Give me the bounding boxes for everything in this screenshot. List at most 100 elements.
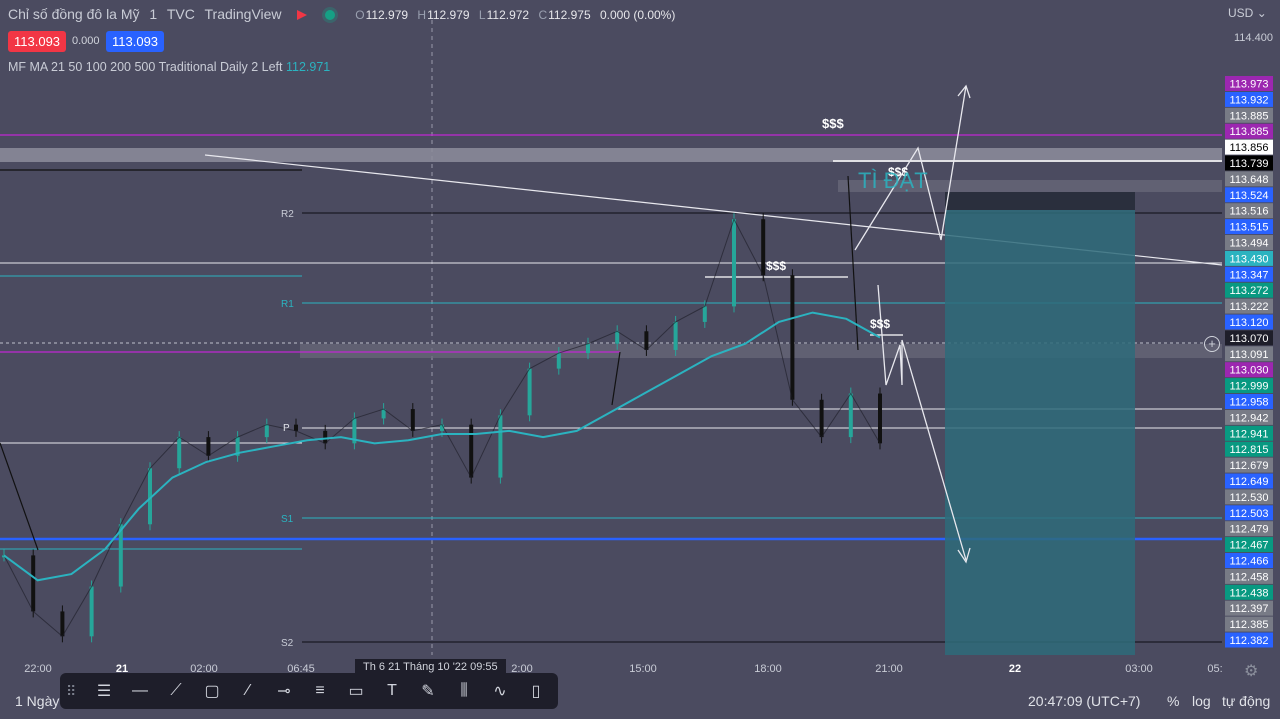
- percent-toggle[interactable]: %: [1167, 693, 1180, 709]
- trendline-icon[interactable]: ⁄: [246, 682, 250, 699]
- price-level-label: 112.530: [1230, 492, 1269, 504]
- currency-selector[interactable]: USD ⌄: [1228, 6, 1267, 20]
- price-level-badge: [1225, 314, 1273, 330]
- auto-toggle[interactable]: tự động: [1222, 693, 1271, 709]
- path-icon[interactable]: ⟋: [170, 682, 182, 699]
- time-tick-label: 05:: [1207, 663, 1222, 675]
- price-level-label: 112.503: [1230, 508, 1269, 520]
- multi-line-icon[interactable]: ☰: [96, 683, 112, 700]
- drawings-layer: [0, 20, 1223, 655]
- price-level-label: 113.856: [1230, 142, 1269, 154]
- horizontal-ray-icon[interactable]: ⊸: [277, 683, 291, 700]
- candle: [264, 424, 269, 438]
- pivot-s2: S2: [281, 638, 294, 649]
- time-tick-label: 21:00: [875, 663, 903, 675]
- ohlc-readout: O112.979 H112.979 L112.972 C112.975 0.00…: [355, 8, 676, 22]
- candle: [177, 437, 182, 469]
- price-level-label: 113.885: [1230, 126, 1269, 138]
- gear-icon[interactable]: ⚙: [1244, 663, 1259, 680]
- candle: [60, 611, 65, 637]
- candle: [89, 586, 94, 637]
- comment-icon[interactable]: ▯: [531, 683, 541, 700]
- time-tick-label: 15:00: [629, 663, 657, 675]
- price-level-label: 113.515: [1230, 222, 1269, 234]
- candle: [440, 424, 444, 431]
- price-level-badge: [1225, 250, 1273, 266]
- price-level-label: 113.973: [1230, 79, 1269, 91]
- candle: [761, 219, 766, 276]
- price-level-badge: [1225, 425, 1273, 441]
- time-tick-label: 22: [1009, 663, 1021, 675]
- sss-label-4: $$$: [870, 317, 890, 331]
- price-level-label: 112.382: [1230, 635, 1269, 647]
- long-short-icon[interactable]: ⫼: [460, 682, 468, 699]
- symbol-title[interactable]: Chỉ số đồng đô la Mỹ: [8, 6, 140, 22]
- add-plus-icon[interactable]: +: [1204, 336, 1220, 352]
- price-level-label: 112.942: [1230, 412, 1269, 424]
- flag-icon[interactable]: [297, 10, 307, 20]
- interval-label[interactable]: 1: [149, 6, 158, 22]
- crosshair-date-label: Th 6 21 Tháng 10 '22 09:55: [355, 659, 506, 675]
- price-level-badge: [1225, 266, 1273, 282]
- price-level-badge: [1225, 568, 1273, 584]
- price-line: [3, 217, 881, 638]
- price-axis: 113.973 113.932 113.885 113.885 113.856 113.7…: [1225, 76, 1273, 648]
- price-level-badge: [1225, 187, 1273, 203]
- time-tick-label: 21: [116, 663, 128, 675]
- candle: [498, 415, 503, 478]
- price-level-badge: [1225, 298, 1273, 314]
- indicator-legend[interactable]: MF MA 21 50 100 200 500 Traditional Dail…: [8, 60, 330, 74]
- horizontal-line-icon[interactable]: —: [132, 682, 148, 699]
- price-level-badge: [1225, 473, 1273, 489]
- price-level-badge: [1225, 441, 1273, 457]
- price-level-badge: [1225, 171, 1273, 187]
- brush-icon[interactable]: ✎: [421, 683, 435, 700]
- grip-icon[interactable]: ⠿: [66, 682, 77, 699]
- candle: [848, 393, 853, 438]
- price-level-badge: [1225, 362, 1273, 378]
- price-level-label: 113.494: [1230, 238, 1269, 250]
- time-tick-label: 06:45: [287, 663, 315, 675]
- timeframe-button[interactable]: 1 Ngày: [15, 693, 60, 709]
- price-level-label: 113.030: [1230, 365, 1269, 377]
- price-level-badge: [1225, 584, 1273, 600]
- price-level-badge: [1225, 600, 1273, 616]
- price-level-badge: [1225, 203, 1273, 219]
- candle: [819, 399, 824, 438]
- candle: [732, 219, 736, 307]
- price-level-badge: [1225, 505, 1273, 521]
- change-value: 0.000 (0.00%): [599, 8, 676, 22]
- price-level-label: 112.467: [1230, 540, 1269, 552]
- price-level-badge: [1225, 235, 1273, 250]
- price-level-label: 113.739: [1230, 158, 1269, 170]
- ask-button[interactable]: 113.093: [106, 31, 165, 52]
- pivot-r1: R1: [281, 299, 294, 310]
- price-level-label: 112.458: [1230, 571, 1269, 583]
- rectangle-icon[interactable]: ▢: [204, 683, 220, 700]
- spread-value: 0.000: [72, 35, 100, 47]
- callout-icon[interactable]: ▭: [348, 683, 364, 700]
- price-level-label: 113.430: [1230, 253, 1269, 265]
- close-value: 112.975: [548, 8, 591, 22]
- parallel-channel-icon[interactable]: ≡: [315, 682, 325, 699]
- price-level-badge: [1225, 76, 1273, 91]
- price-level-label: 113.222: [1230, 301, 1269, 313]
- price-level-label: 113.932: [1230, 94, 1269, 106]
- curve-icon[interactable]: ∿: [493, 683, 507, 700]
- log-toggle[interactable]: log: [1192, 693, 1211, 709]
- text-icon[interactable]: T: [387, 682, 397, 699]
- candle: [644, 331, 649, 350]
- open-value: 112.979: [365, 8, 409, 22]
- price-level-label: 112.649: [1230, 476, 1269, 488]
- price-level-label: 112.941: [1230, 428, 1269, 440]
- chevron-down-icon: ⌄: [1256, 6, 1267, 20]
- candle: [294, 424, 298, 431]
- candle: [673, 321, 678, 350]
- bid-button[interactable]: 113.093: [8, 31, 67, 52]
- candle: [702, 306, 707, 322]
- clock-readout[interactable]: 20:47:09 (UTC+7): [1028, 693, 1141, 709]
- candle: [615, 331, 620, 344]
- price-level-badge: [1225, 91, 1273, 107]
- price-level-badge: [1225, 139, 1273, 155]
